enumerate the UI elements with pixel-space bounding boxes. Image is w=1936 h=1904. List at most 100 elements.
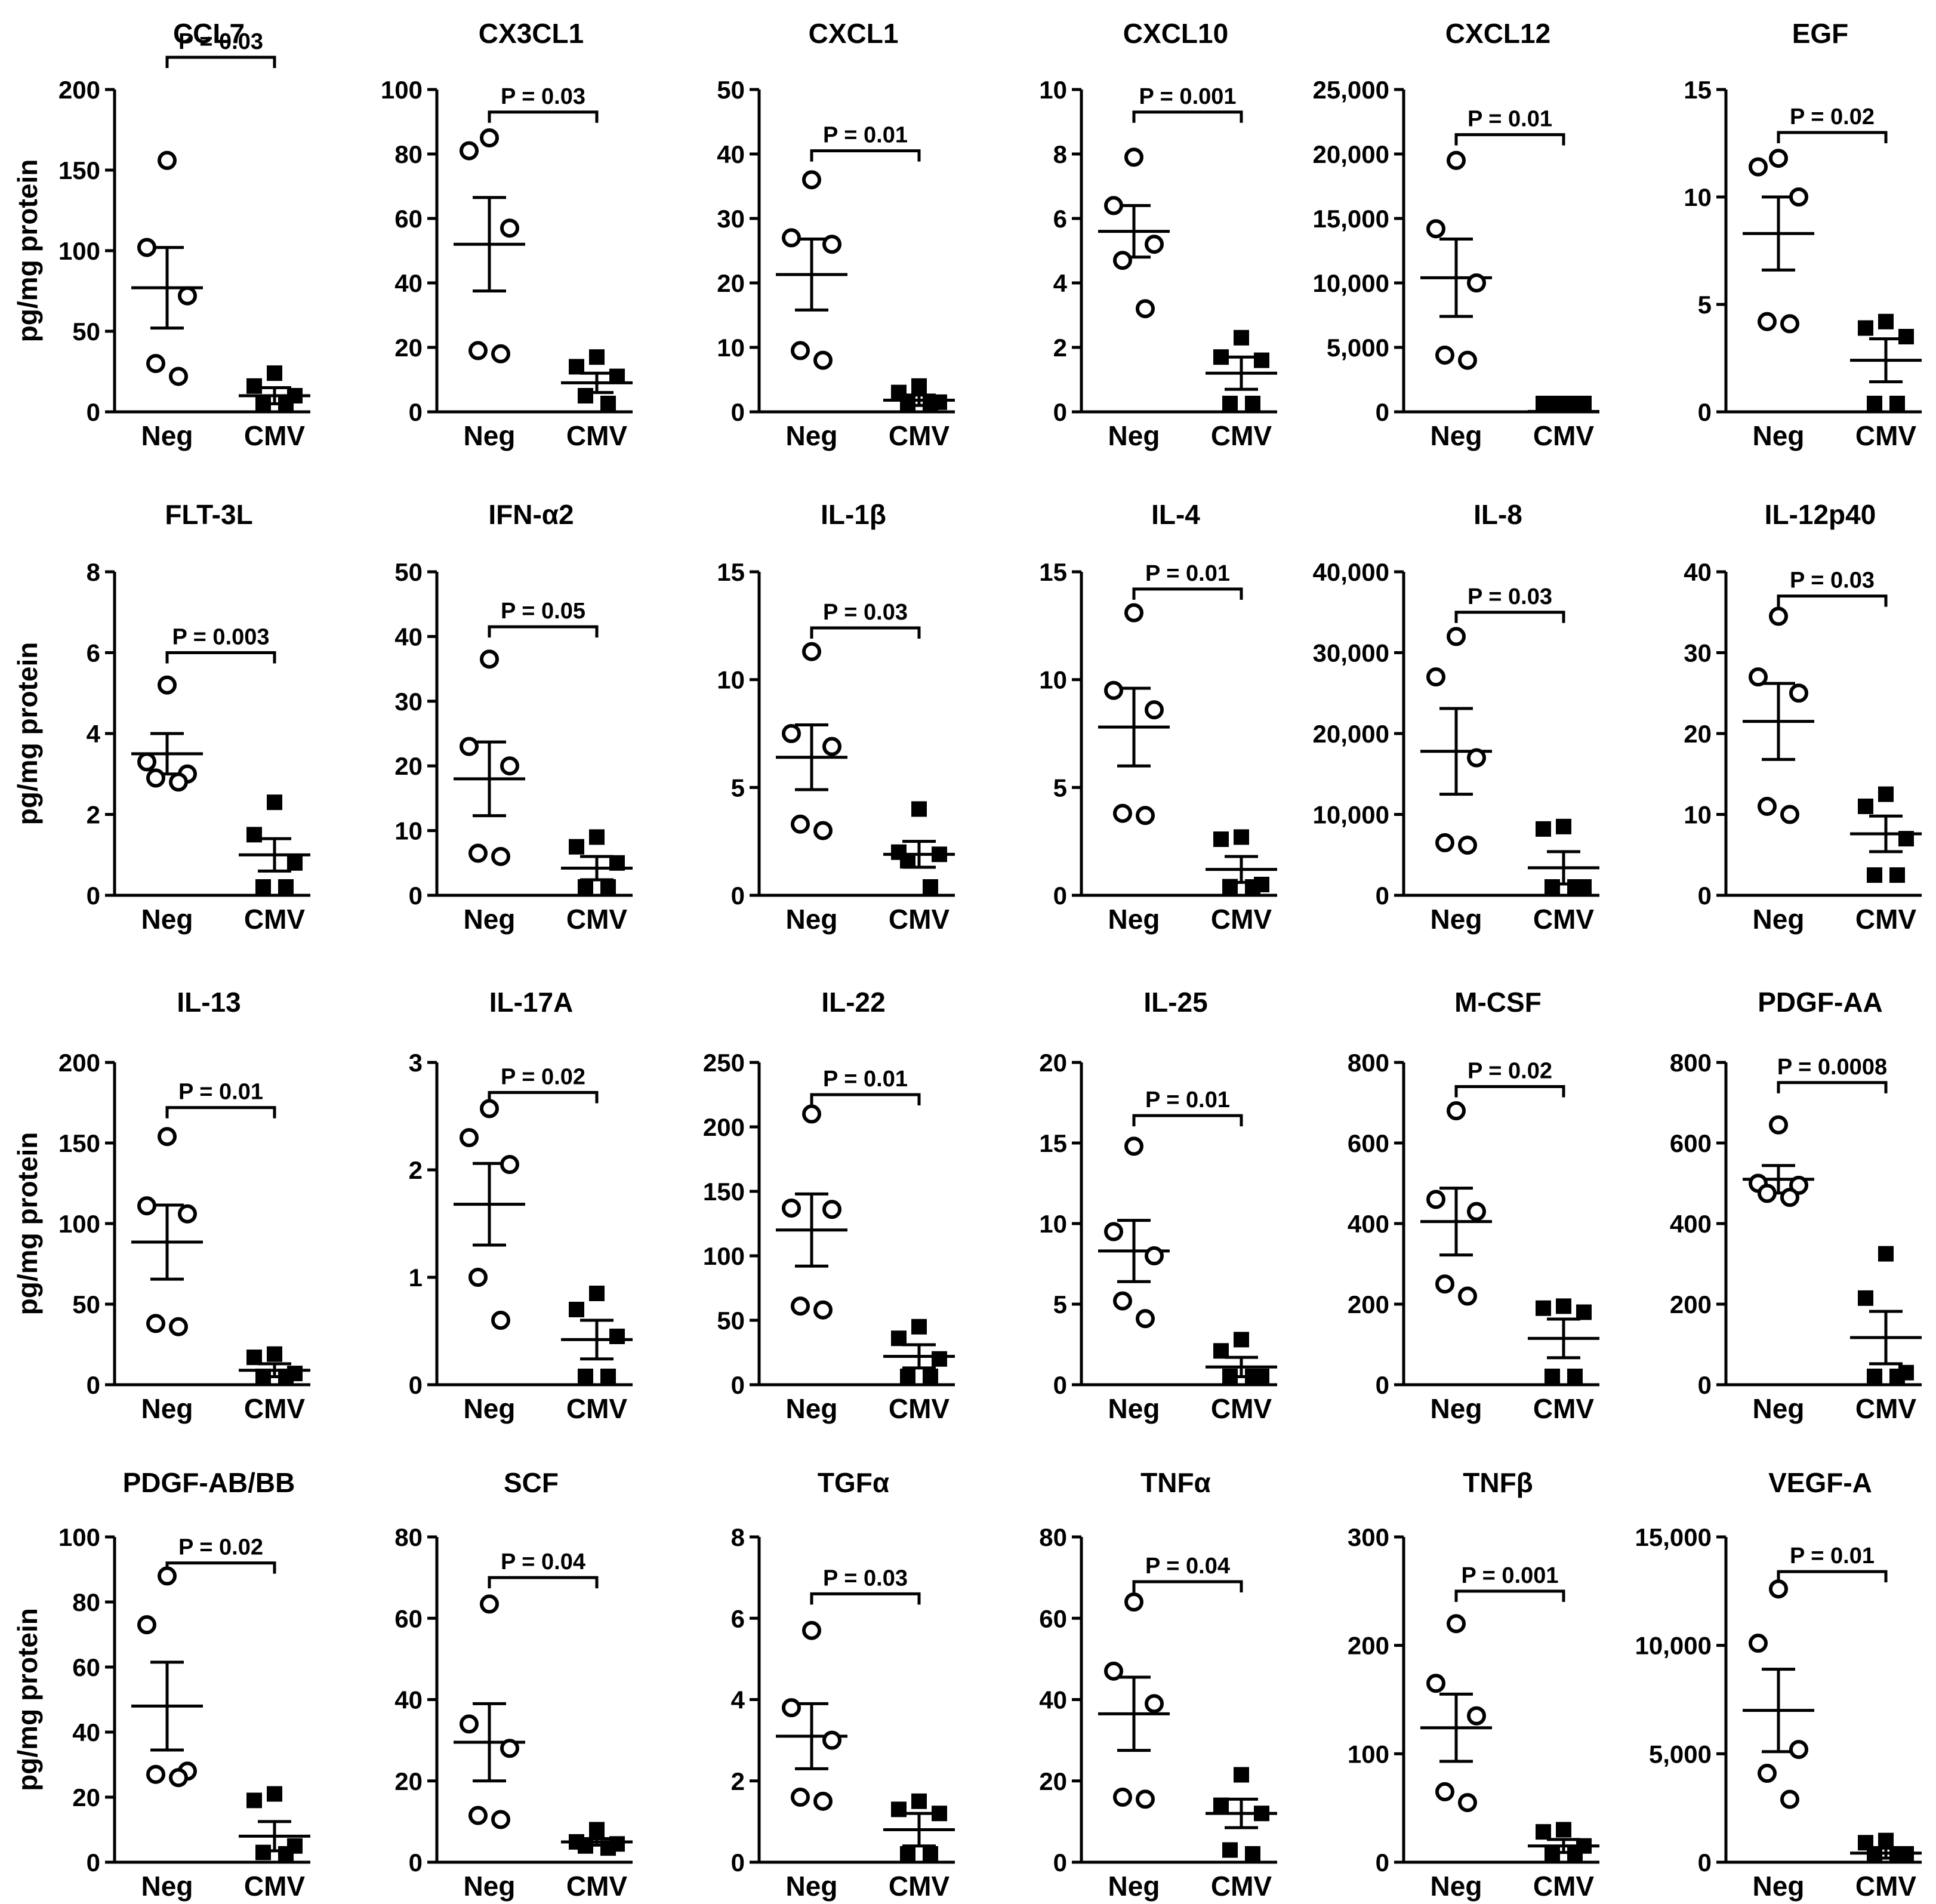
cmv-data-point — [246, 827, 262, 843]
neg-data-point — [460, 141, 479, 161]
panel-tgfalpha: TGFα 0 2 4 6 8 Neg CMV P = 0.03 — [731, 1467, 955, 1902]
panel-il-4: IL-4 0 5 10 15 Neg CMV P = 0.01 — [1039, 499, 1277, 935]
y-axis-label: pg/mg protein — [12, 642, 43, 825]
panel-title: SCF — [504, 1467, 559, 1498]
y-tick-label: 50 — [717, 1307, 745, 1335]
y-tick-label: 10 — [1039, 76, 1067, 104]
cmv-data-point — [1556, 1298, 1571, 1314]
y-tick-label: 2 — [409, 1156, 423, 1184]
neg-data-point — [1104, 680, 1123, 700]
neg-data-point — [1458, 350, 1477, 370]
x-category-label: CMV — [244, 904, 306, 935]
neg-data-point — [1467, 273, 1486, 292]
neg-data-point — [1769, 1579, 1788, 1599]
x-category-label: Neg — [1431, 1393, 1482, 1424]
cmv-data-point — [578, 879, 593, 895]
y-tick-label: 5 — [731, 774, 745, 802]
cmv-data-point — [911, 801, 927, 817]
x-category-label: Neg — [1431, 1871, 1482, 1902]
cmv-data-point — [609, 1329, 625, 1344]
y-tick-label: 80 — [394, 140, 423, 168]
cmv-data-point — [923, 1846, 938, 1862]
neg-data-point — [460, 737, 479, 756]
y-tick-label: 60 — [394, 1604, 423, 1632]
cmv-data-point — [1878, 1832, 1894, 1848]
cmv-data-point — [932, 846, 947, 862]
x-category-label: Neg — [141, 420, 193, 451]
neg-data-point — [1426, 1190, 1445, 1209]
neg-data-point — [1780, 314, 1799, 334]
cmv-data-point — [1254, 352, 1269, 368]
cmv-data-point — [1222, 396, 1238, 411]
panel-title: CXCL10 — [1123, 18, 1228, 49]
y-tick-label: 10 — [717, 334, 745, 362]
cmv-data-point — [246, 1792, 262, 1809]
y-tick-label: 20 — [717, 269, 745, 297]
neg-data-point — [169, 1768, 188, 1788]
cmv-data-point — [923, 396, 938, 411]
y-tick-label: 80 — [1039, 1523, 1067, 1551]
neg-data-point — [169, 366, 188, 386]
cmv-data-point — [1858, 798, 1873, 814]
p-value-label: P = 0.01 — [1790, 1543, 1875, 1569]
x-category-label: CMV — [889, 420, 950, 451]
panel-title: IL-1β — [821, 499, 886, 530]
y-tick-label: 10,000 — [1635, 1632, 1712, 1660]
neg-data-point — [1426, 1674, 1445, 1693]
y-tick-label: 80 — [72, 1588, 100, 1616]
cmv-data-point — [600, 396, 616, 411]
y-tick-label: 0 — [731, 398, 745, 426]
cmv-data-point — [609, 855, 625, 871]
x-category-label: Neg — [141, 1393, 193, 1424]
x-category-label: Neg — [786, 1871, 838, 1902]
panel-title: M-CSF — [1454, 987, 1542, 1018]
y-tick-label: 30 — [1684, 639, 1712, 667]
y-tick-label: 0 — [409, 882, 423, 910]
neg-data-point — [500, 1739, 519, 1758]
neg-data-point — [146, 1314, 165, 1333]
neg-data-point — [468, 843, 488, 863]
significance-bracket — [165, 56, 276, 68]
panel-title: EGF — [1792, 18, 1849, 49]
neg-data-point — [491, 846, 510, 866]
y-tick-label: 15 — [1039, 1129, 1067, 1157]
y-tick-label: 100 — [381, 76, 423, 104]
neg-data-point — [158, 150, 177, 170]
p-value-label: P = 0.05 — [501, 599, 585, 624]
panel-title: TNFα — [1140, 1467, 1211, 1498]
y-tick-label: 800 — [1670, 1049, 1712, 1077]
x-category-label: CMV — [1855, 420, 1917, 451]
neg-data-point — [1124, 603, 1143, 623]
p-value-label: P = 0.0008 — [1777, 1055, 1887, 1080]
neg-data-point — [1435, 833, 1454, 852]
cmv-data-point — [1567, 879, 1583, 895]
p-value-label: P = 0.001 — [1461, 1563, 1558, 1588]
y-tick-label: 60 — [394, 205, 423, 233]
cmv-data-point — [1878, 1246, 1894, 1262]
neg-data-point — [1124, 1592, 1143, 1612]
neg-data-point — [1124, 147, 1143, 167]
cmv-data-point — [1867, 1369, 1882, 1384]
neg-data-point — [1145, 235, 1164, 254]
panel-title: CX3CL1 — [479, 18, 584, 49]
x-category-label: Neg — [1108, 904, 1160, 935]
panel-il-8: IL-8 0 10,000 20,000 30,000 40,000 Neg CMV P = 0… — [1313, 499, 1599, 935]
neg-data-point — [1426, 667, 1445, 687]
neg-data-point — [137, 752, 156, 772]
neg-data-point — [468, 1806, 488, 1825]
significance-bracket — [810, 626, 921, 639]
neg-data-point — [802, 1104, 821, 1124]
y-tick-label: 600 — [1348, 1129, 1389, 1157]
y-tick-label: 10 — [1039, 1210, 1067, 1238]
cmv-data-point — [1889, 867, 1905, 883]
x-category-label: Neg — [786, 904, 838, 935]
y-tick-label: 20 — [394, 1767, 423, 1795]
significance-bracket — [1777, 594, 1888, 607]
neg-data-point — [146, 354, 165, 373]
panel-title: IL-22 — [821, 987, 885, 1018]
neg-data-point — [1458, 1793, 1477, 1813]
y-tick-label: 100 — [58, 1523, 100, 1551]
neg-data-point — [1780, 1789, 1799, 1809]
y-tick-label: 0 — [731, 882, 745, 910]
y-tick-label: 400 — [1670, 1210, 1712, 1238]
